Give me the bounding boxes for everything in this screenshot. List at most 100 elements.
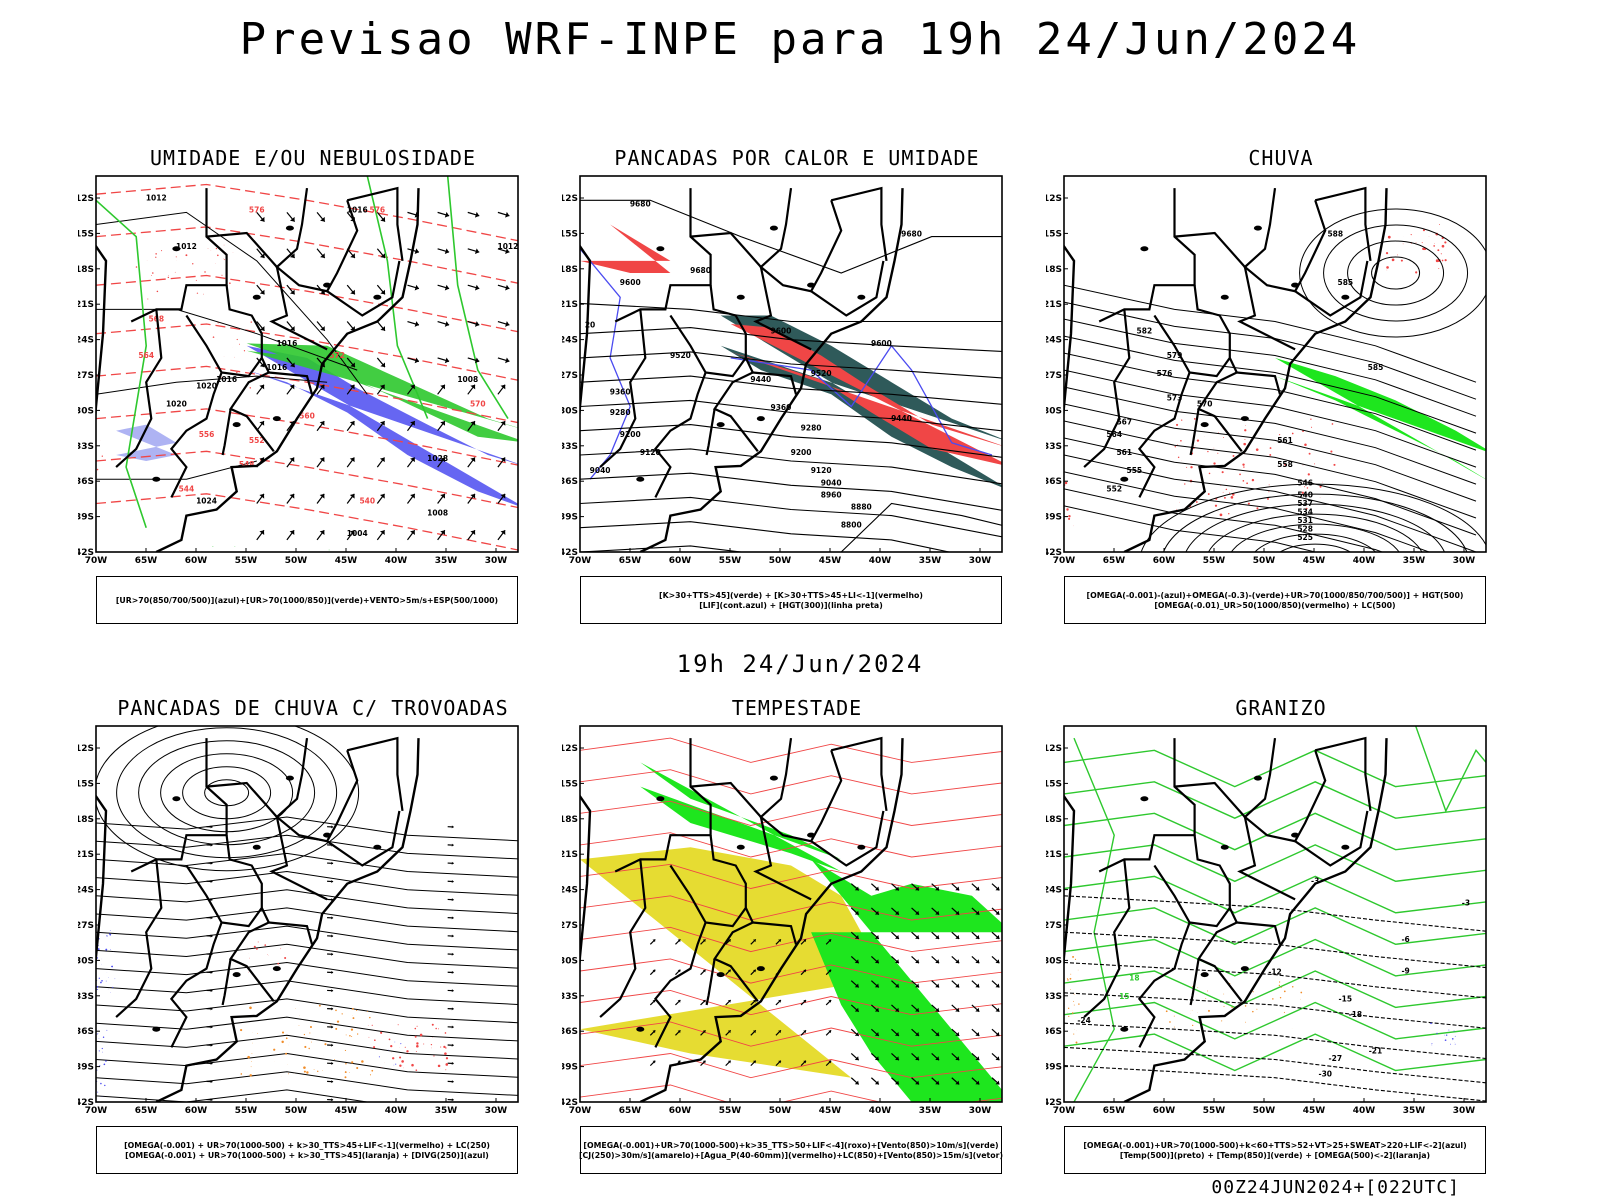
contour-label: 9440 [750, 375, 771, 384]
lon-tick: 60W [669, 1106, 692, 1116]
lat-tick: 12S [562, 744, 578, 754]
contour-label: 20 [585, 321, 595, 330]
contour-label: 585 [1338, 278, 1354, 287]
legend-line: [K>30+TTS>45](verde) + [K>30+TTS>45+LI<-… [659, 590, 923, 600]
lat-tick: 12S [78, 194, 94, 204]
panel-granizo: GRANIZO -6 -9 -12 -15 -18 -21 -24 -27 -30 -3 -3 15 1… [1046, 696, 1506, 1186]
lat-tick: 21S [1046, 300, 1062, 310]
lat-tick: 24S [1046, 886, 1062, 896]
contour-label: 9680 [690, 266, 711, 275]
lat-tick: 36S [562, 1027, 578, 1037]
lon-tick: 35W [1403, 1106, 1426, 1116]
lon-tick: 40W [869, 556, 892, 566]
contour-label: 1004 [347, 529, 368, 538]
contour-label: 528 [1297, 524, 1313, 533]
lon-tick: 50W [1253, 1106, 1276, 1116]
contour-label: 9600 [771, 327, 792, 336]
map-svg: 588 585 582 579 576 573 570 567 564 561 561 558 555 5… [1046, 175, 1487, 566]
contour-label: -3 [1462, 899, 1470, 908]
legend-box: [OMEGA(-0.001)+UR>70(1000-500)+k>35_TTS>… [579, 1126, 1003, 1174]
contour-label: 576 [370, 205, 386, 214]
lon-tick: 70W [1053, 1106, 1076, 1116]
contour-label: 540 [1297, 490, 1313, 499]
contour-label: 1008 [457, 375, 478, 384]
contour-label: 585 [1368, 363, 1384, 372]
contour-label: 558 [1277, 460, 1293, 469]
lat-tick: 33S [1046, 992, 1062, 1002]
panel-title: PANCADAS DE CHUVA C/ TROVOADAS [117, 696, 509, 720]
contour-label: 9040 [590, 466, 611, 475]
lat-tick: 33S [1046, 442, 1062, 452]
lat-tick: 15S [78, 779, 94, 789]
contour-label: -21 [1369, 1046, 1383, 1055]
legend-line: [OMEGA(-0.001)-(azul)+OMEGA(-0.3)-(verde… [1086, 590, 1464, 600]
lon-tick: 45W [335, 1106, 358, 1116]
contour-label: -15 [1339, 994, 1353, 1003]
contour-label: -6 [1401, 935, 1409, 944]
contour-label: 1016 [216, 375, 237, 384]
main-title: Previsao WRF-INPE para 19h 24/Jun/2024 [239, 14, 1361, 65]
lat-tick: 30S [562, 406, 578, 416]
contour-label: 561 [1116, 448, 1132, 457]
contour-label: 9120 [640, 448, 661, 457]
lon-tick: 30W [1453, 1106, 1476, 1116]
lat-tick: 18S [1046, 815, 1062, 825]
contour-label: 556 [199, 430, 215, 439]
legend-line: [OMEGA(-0.01)_UR>50(1000/850)(vermelho) … [1154, 600, 1396, 610]
legend-line: [OMEGA(-0.001)+UR>70(1000-500)+k<60+TTS>… [1083, 1140, 1467, 1150]
contour-label: -9 [1401, 966, 1409, 975]
lon-tick: 65W [1103, 1106, 1126, 1116]
lat-tick: 42S [78, 1098, 94, 1108]
lat-tick: 36S [1046, 1027, 1062, 1037]
lon-tick: 65W [619, 1106, 642, 1116]
lon-tick: 30W [1453, 556, 1476, 566]
contour-label: 9360 [771, 403, 792, 412]
lon-tick: 65W [1103, 556, 1126, 566]
panel-umidade: UMIDADE E/OU NEBULOSIDADE 1012 1012 1016 10… [78, 146, 538, 636]
lon-tick: 50W [285, 1106, 308, 1116]
contour-label: 1008 [427, 509, 448, 518]
contour-label: 572 [329, 351, 345, 360]
contour-label: 573 [1167, 393, 1183, 402]
lon-tick: 55W [235, 556, 258, 566]
lat-tick: 36S [1046, 477, 1062, 487]
contour-label: 525 [1297, 533, 1313, 542]
contour-label: 561 [1277, 436, 1293, 445]
lon-tick: 55W [1203, 1106, 1226, 1116]
contour-label: 1028 [427, 454, 448, 463]
contour-label: 9200 [620, 430, 641, 439]
contour-label: 9200 [791, 448, 812, 457]
lat-tick: 15S [1046, 229, 1062, 239]
lat-tick: 21S [78, 300, 94, 310]
contour-label: 9280 [801, 424, 822, 433]
lon-tick: 45W [1303, 1106, 1326, 1116]
contour-label: 1012 [146, 193, 167, 202]
contour-label: 1020 [196, 381, 217, 390]
lat-tick: 27S [1046, 371, 1062, 381]
lon-tick: 60W [185, 556, 208, 566]
lat-tick: 24S [78, 886, 94, 896]
contour-label: 552 [249, 436, 265, 445]
contour-label: 15 [1119, 992, 1129, 1001]
panel-title: UMIDADE E/OU NEBULOSIDADE [149, 146, 477, 170]
lon-tick: 60W [185, 1106, 208, 1116]
contour-label: 8800 [841, 521, 862, 530]
lon-tick: 40W [385, 556, 408, 566]
contour-label: 8880 [851, 503, 872, 512]
lat-tick: 12S [78, 744, 94, 754]
lat-tick: 27S [562, 921, 578, 931]
lon-tick: 35W [919, 556, 942, 566]
lat-tick: 39S [1046, 513, 1062, 523]
lat-tick: 21S [78, 850, 94, 860]
lat-tick: 30S [78, 406, 94, 416]
contour-label: 582 [1137, 327, 1153, 336]
lat-tick: 30S [78, 956, 94, 966]
lon-tick: 50W [285, 556, 308, 566]
lat-tick: 30S [562, 956, 578, 966]
contour-label: 9120 [811, 466, 832, 475]
map-svg: 9680 9680 9680 9600 9600 9600 9520 9520 9440 9440… [562, 175, 1003, 566]
contour-label: 9680 [901, 230, 922, 239]
lat-tick: 24S [562, 336, 578, 346]
lon-tick: 35W [919, 1106, 942, 1116]
lat-tick: 36S [78, 477, 94, 487]
